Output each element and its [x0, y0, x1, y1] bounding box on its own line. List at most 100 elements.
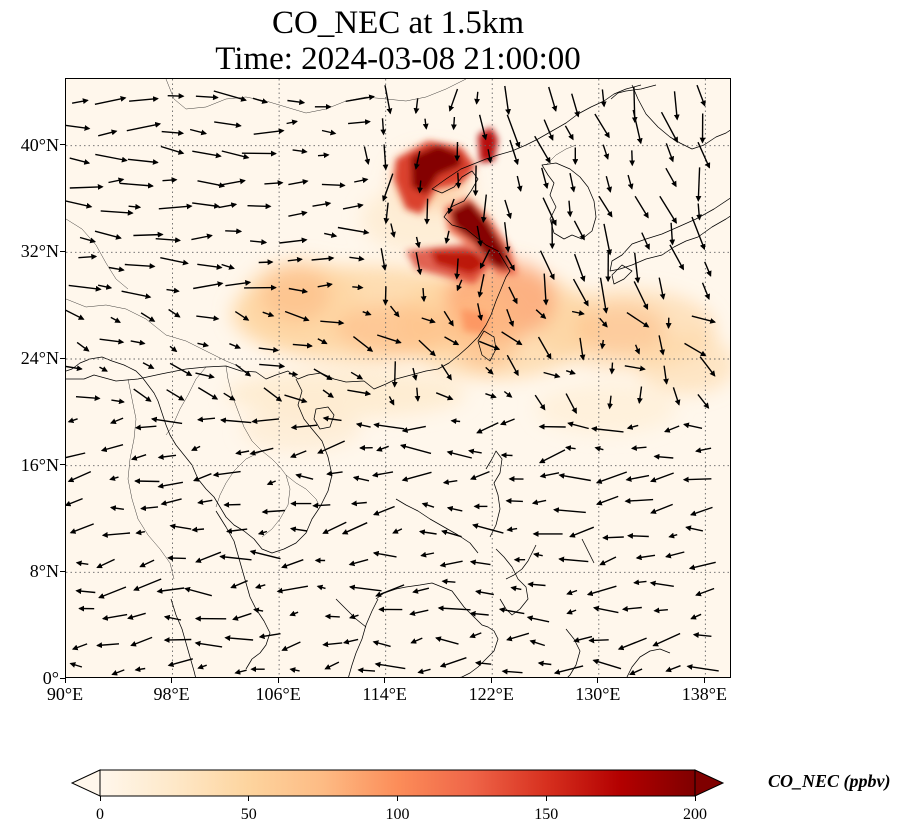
wind-arrow [409, 609, 429, 617]
chart-title: CO_NEC at 1.5km [271, 5, 525, 41]
wind-arrow [214, 121, 242, 129]
wind-arrow [221, 263, 235, 270]
wind-arrow [439, 657, 467, 668]
wind-arrow [704, 261, 712, 277]
wind-arrow [281, 641, 301, 651]
wind-arrow [96, 558, 115, 569]
wind-arrow [157, 453, 177, 460]
wind-arrow [264, 180, 284, 186]
wind-arrow [485, 366, 494, 375]
wind-arrow [401, 471, 432, 482]
wind-arrow [337, 226, 370, 235]
wind-arrow [480, 194, 487, 223]
wind-arrow [418, 529, 437, 536]
wind-arrow [469, 610, 489, 617]
wind-arrow [420, 288, 427, 303]
wind-arrow [571, 310, 585, 316]
wind-arrow [633, 281, 649, 310]
wind-arrow [225, 228, 243, 235]
wind-arrow [415, 236, 421, 249]
colorbar-extend-high [694, 769, 725, 797]
wind-arrow [372, 640, 391, 648]
wind-arrow [313, 368, 333, 381]
wind-arrow [526, 615, 550, 623]
wind-arrow [348, 558, 369, 567]
wind-arrow [688, 561, 716, 571]
wind-arrow [167, 93, 185, 99]
wind-arrow [134, 424, 157, 431]
wind-arrow [506, 308, 515, 328]
wind-arrow [444, 336, 460, 346]
wind-arrow [167, 555, 186, 561]
wind-arrow [665, 551, 685, 559]
lat-tick-mark [60, 677, 65, 679]
colorbar-tick-mark [545, 796, 547, 801]
lon-tick-label: 90°E [46, 684, 84, 704]
wind-arrow [108, 266, 125, 273]
wind-arrow [564, 125, 574, 141]
wind-arrow [247, 203, 272, 210]
wind-arrow [192, 150, 222, 159]
wind-arrow [252, 97, 269, 104]
wind-arrow [440, 364, 452, 381]
wind-arrow [150, 416, 183, 425]
wind-arrow [94, 95, 127, 105]
lat-tick-mark [60, 144, 65, 146]
wind-arrow [543, 119, 554, 141]
wind-arrow [197, 499, 213, 505]
wind-arrow [479, 249, 491, 270]
wind-arrow [508, 286, 518, 305]
wind-arrow [450, 418, 461, 425]
wind-arrow [534, 394, 546, 411]
wind-arrow [569, 172, 576, 193]
wind-arrow [162, 177, 178, 183]
wind-arrow [311, 255, 335, 262]
wind-arrow [284, 310, 310, 322]
wind-arrow [516, 175, 523, 192]
wind-arrow [373, 422, 405, 430]
wind-arrow [312, 502, 331, 509]
wind-arrow [258, 633, 281, 640]
wind-arrow [691, 216, 706, 251]
wind-arrow [66, 200, 93, 209]
colorbar-tick-mark [248, 796, 250, 801]
wind-arrow [224, 635, 254, 642]
wind-arrow [66, 124, 91, 131]
wind-arrow [108, 177, 125, 184]
wind-arrow [98, 586, 127, 599]
wind-arrow [696, 84, 706, 107]
wind-arrow [668, 532, 678, 539]
wind-arrow [380, 248, 388, 271]
lon-tick-mark [703, 678, 705, 683]
wind-arrow [195, 94, 219, 101]
lon-tick-mark [490, 678, 492, 683]
wind-vector-field [66, 84, 719, 676]
lat-tick-label: 40°N [20, 134, 59, 155]
wind-arrow [510, 585, 522, 592]
wind-arrow [322, 521, 347, 534]
wind-arrow [602, 534, 624, 541]
wind-arrow [217, 178, 246, 187]
wind-arrow [342, 638, 359, 645]
wind-arrow [504, 85, 511, 116]
wind-arrow [446, 505, 463, 512]
wind-arrow [286, 119, 298, 126]
lon-tick-mark [597, 678, 599, 683]
lat-tick-label: 0° [42, 668, 59, 688]
wind-arrow [75, 588, 96, 595]
wind-arrow [605, 176, 613, 193]
wind-arrow [133, 388, 152, 402]
wind-arrow [69, 662, 83, 668]
wind-arrow [456, 279, 463, 292]
wind-arrow [218, 202, 238, 209]
wind-arrow [129, 96, 159, 102]
wind-arrow [533, 552, 543, 558]
wind-arrow [253, 607, 264, 614]
wind-arrow [121, 290, 152, 300]
wind-arrow [76, 341, 90, 352]
wind-arrow [140, 312, 156, 322]
colorbar-tick-label: 150 [534, 806, 559, 823]
lon-tick-label: 106°E [255, 684, 301, 704]
wind-arrow [413, 98, 420, 115]
wind-arrow [288, 210, 308, 217]
